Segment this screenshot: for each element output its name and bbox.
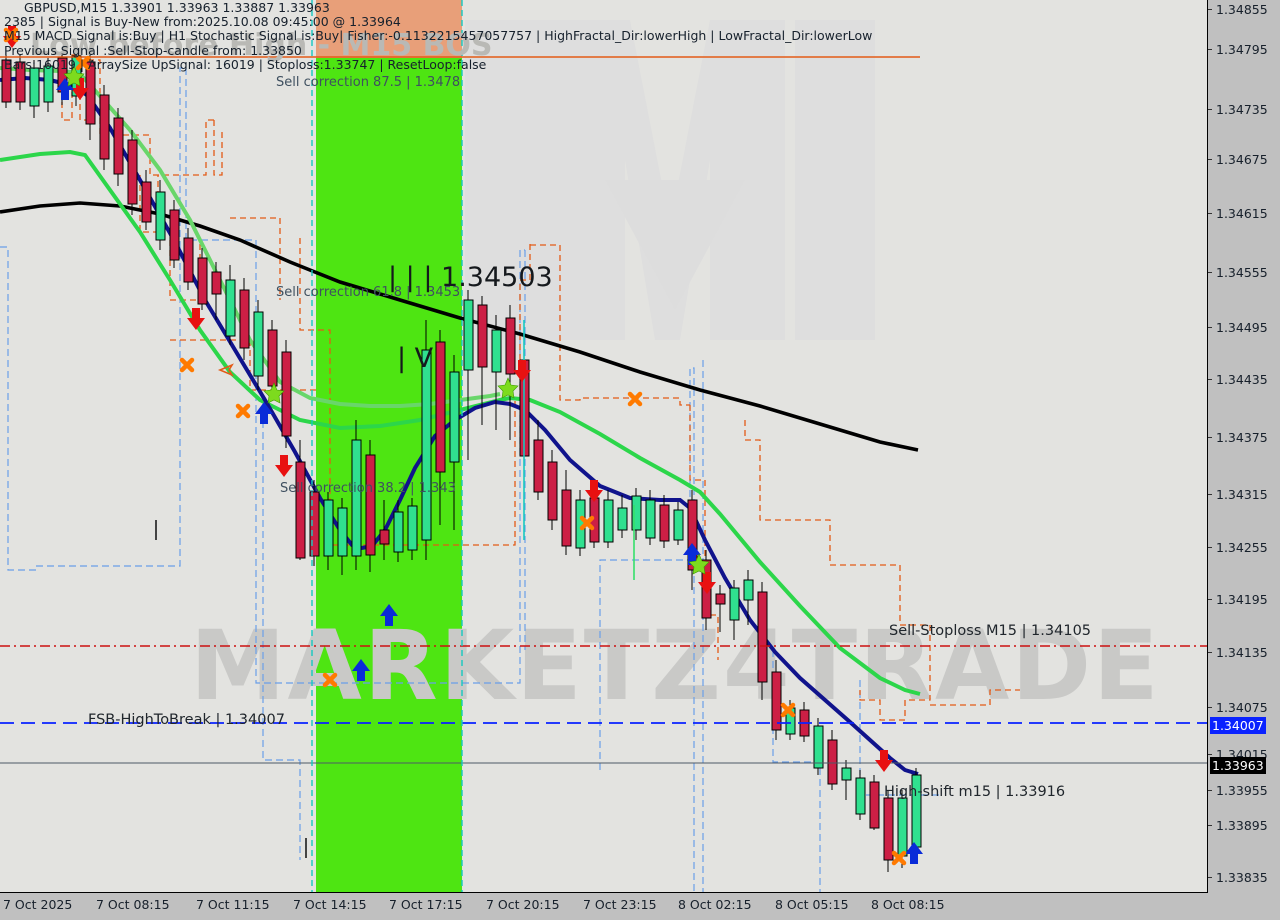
brand-watermark: MARKETZ4TRADE [190, 610, 1161, 722]
price-tick-label: 1.34255 [1216, 540, 1268, 555]
price-tick-label: 1.34495 [1216, 320, 1268, 335]
price-tick: 1.34435 [1208, 372, 1268, 387]
sell-correction-382: Sell correction 38.2 | 1.343 [280, 481, 456, 496]
sell-correction-618: Sell correction 61.8 | 1.3453 [276, 285, 461, 300]
price-tick-label: 1.34075 [1216, 700, 1268, 715]
price-axis[interactable]: 1.34855 1.34795 1.34735 1.34675 1.34615 1.345… [1208, 0, 1280, 893]
price-tick-label: 1.34135 [1216, 645, 1268, 660]
header-indicator-line: M15 MACD Signal is:Buy | H1 Stochastic S… [4, 28, 873, 44]
bos-arrow-label: | V [397, 343, 434, 374]
time-tick-label: 7 Oct 11:15 [196, 897, 270, 912]
price-tick: 1.34075 [1208, 700, 1268, 715]
high-shift-m15: High-shift m15 | 1.33916 [884, 784, 1066, 800]
chart-info-header: GBPUSD,M15 1.33901 1.33963 1.33887 1.339… [0, 0, 872, 72]
price-tick-label: 1.34795 [1216, 42, 1268, 57]
price-tick-label: 1.34195 [1216, 592, 1268, 607]
time-tick-label: 7 Oct 14:15 [293, 897, 367, 912]
chart-drawing-layer [0, 0, 1208, 893]
time-tick-label: 8 Oct 05:15 [775, 897, 849, 912]
price-tick: 1.34135 [1208, 645, 1268, 660]
price-tick-label: 1.34555 [1216, 265, 1268, 280]
price-tick: 1.34555 [1208, 265, 1268, 280]
arrow-right-orange-icon [217, 363, 234, 377]
price-tick-label: 1.34615 [1216, 206, 1268, 221]
price-tick: 1.34855 [1208, 2, 1268, 17]
time-axis[interactable]: 7 Oct 2025 7 Oct 08:15 7 Oct 11:15 7 Oct 14… [0, 893, 1280, 920]
price-tick: 1.34315 [1208, 487, 1268, 502]
cross-orange-icon [3, 27, 907, 866]
price-tick: 1.34495 [1208, 320, 1268, 335]
fsb-hightobreak: FSB-HighToBreak | 1.34007 [88, 712, 285, 728]
price-tick: 1.34615 [1208, 206, 1268, 221]
time-tick-label: 7 Oct 08:15 [96, 897, 170, 912]
price-tick: 1.34675 [1208, 152, 1268, 167]
bid-price-tag: 1.34007 [1210, 717, 1266, 734]
price-tick: 1.33895 [1208, 818, 1268, 833]
price-tick: 1.34255 [1208, 540, 1268, 555]
ma-slow-green [0, 149, 921, 696]
bos-level-label: | | | 1.34503 [388, 262, 553, 293]
signal-markers [3, 26, 923, 866]
signal-zone-green [316, 58, 462, 893]
time-tick-label: 7 Oct 23:15 [583, 897, 657, 912]
star-green-icon [63, 65, 710, 575]
tick-marks [155, 520, 307, 858]
price-tick: 1.34795 [1208, 42, 1268, 57]
info-zone-orange [316, 0, 462, 58]
parabolic-sar-line [61, 52, 1020, 721]
last-price-tag: 1.33963 [1210, 757, 1266, 774]
price-tick: 1.33835 [1208, 870, 1268, 885]
plot-right-border [1207, 0, 1208, 893]
time-tick-label: 7 Oct 17:15 [389, 897, 463, 912]
sell-correction-875: Sell correction 87.5 | 1.3478 [276, 75, 461, 90]
price-tick-label: 1.34315 [1216, 487, 1268, 502]
price-tick: 1.34375 [1208, 430, 1268, 445]
plot-bottom-border [0, 892, 1208, 893]
fractal-channel-dashed [0, 67, 940, 893]
price-tick: 1.33955 [1208, 783, 1268, 798]
sell-stoploss-m15: Sell-Stoploss M15 | 1.34105 [889, 623, 1092, 639]
price-tick-label: 1.33955 [1216, 783, 1268, 798]
header-signal-line: 2385 | Signal is Buy-New from:2025.10.08… [4, 14, 401, 30]
price-tick-label: 1.34375 [1216, 430, 1268, 445]
time-tick-label: 7 Oct 2025 [3, 897, 73, 912]
price-tick-label: 1.34855 [1216, 2, 1268, 17]
header-bars-line: Bars:16019 | ArraySize UpSignal: 16019 |… [4, 56, 487, 72]
price-tick-label: 1.34675 [1216, 152, 1268, 167]
price-tick: 1.34195 [1208, 592, 1268, 607]
time-tick-label: 8 Oct 02:15 [678, 897, 752, 912]
chart-plot-area[interactable]: MARKETZ4TRADE [0, 0, 1208, 893]
price-tick: 1.34735 [1208, 102, 1268, 117]
arrow-up-blue-icon [56, 78, 923, 864]
price-tick-label: 1.33895 [1216, 818, 1268, 833]
header-symbol-line: GBPUSD,M15 1.33901 1.33963 1.33887 1.339… [24, 0, 330, 15]
price-tick-label: 1.33835 [1216, 870, 1268, 885]
broker-logo-watermark [465, 20, 875, 340]
header-previous-signal-line: Previous Signal :Sell-Stop-candle from: … [4, 42, 302, 58]
price-tick-label: 1.34435 [1216, 372, 1268, 387]
price-tick-label: 1.34735 [1216, 102, 1268, 117]
bos-watermark-label: Low before High - M15 BOS [30, 28, 493, 63]
time-tick-label: 8 Oct 08:15 [871, 897, 945, 912]
time-tick-label: 7 Oct 20:15 [486, 897, 560, 912]
